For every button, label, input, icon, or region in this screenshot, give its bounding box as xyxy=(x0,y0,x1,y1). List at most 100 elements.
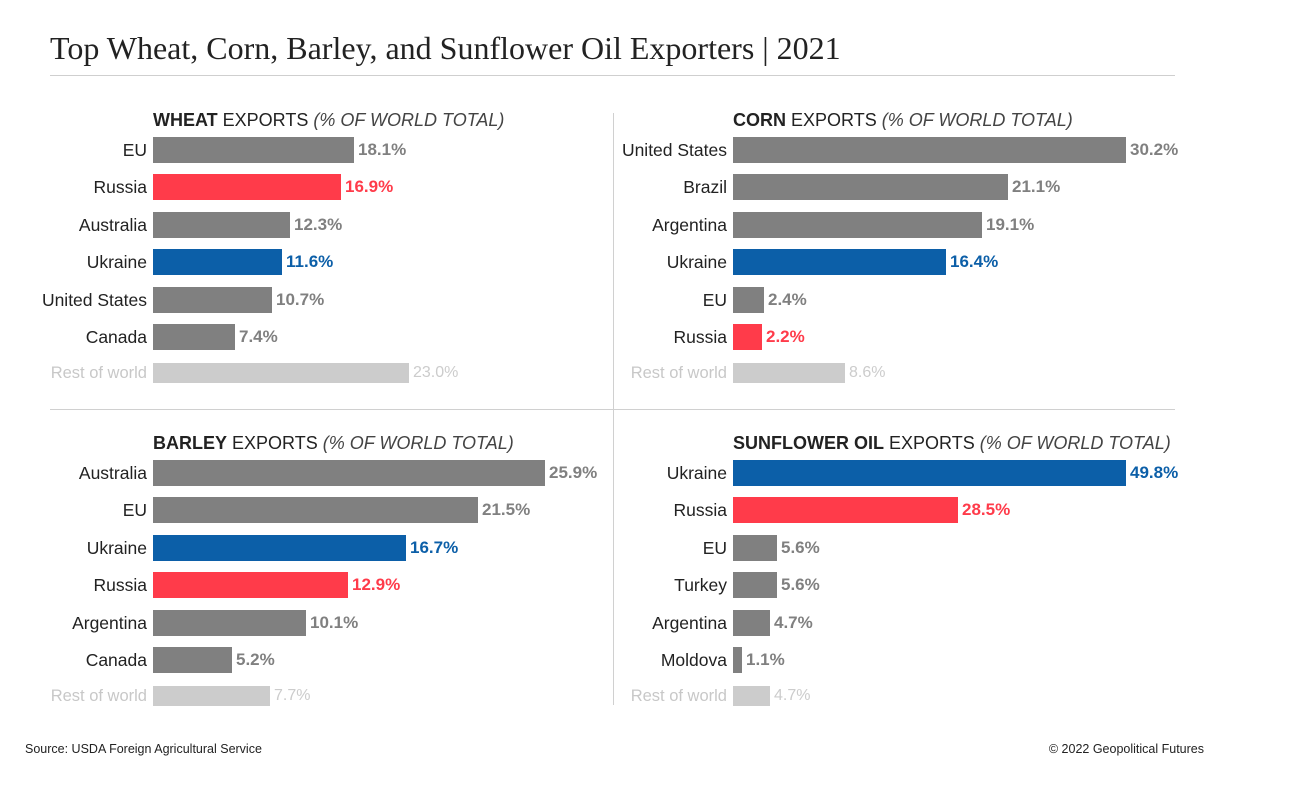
bar xyxy=(153,363,409,383)
chart-title-text: EXPORTS xyxy=(217,110,314,130)
bar-row: Russia 28.5% xyxy=(580,497,1140,523)
data-label: 21.1% xyxy=(1012,177,1061,196)
bar xyxy=(153,137,354,163)
bar xyxy=(153,249,282,275)
chart-title-text: EXPORTS xyxy=(884,433,980,453)
data-label: 5.6% xyxy=(781,538,820,557)
bar xyxy=(733,535,777,561)
sunflower-oil-exports-chart: SUNFLOWER OIL EXPORTS (% OF WORLD TOTAL)… xyxy=(580,433,1178,723)
bar-row: Argentina 4.7% xyxy=(580,610,1140,636)
bar-row: EU 18.1% xyxy=(0,137,560,163)
bar-row: Ukraine 16.4% xyxy=(580,249,1140,275)
bar-row: Rest of world 8.6% xyxy=(580,362,1140,388)
category-label: Rest of world xyxy=(630,687,727,705)
category-label: Ukraine xyxy=(86,252,147,272)
category-label: United States xyxy=(621,140,727,160)
panel-divider-horizontal xyxy=(50,409,1175,410)
bar-row: Argentina 19.1% xyxy=(580,212,1140,238)
bar xyxy=(733,363,845,383)
chart-title: BARLEY EXPORTS (% OF WORLD TOTAL) xyxy=(153,433,514,454)
category-label: Rest of world xyxy=(50,364,147,382)
category-label: Turkey xyxy=(674,575,727,595)
category-label: Russia xyxy=(93,575,148,595)
category-label: Russia xyxy=(673,500,728,520)
bar-row: Moldova 1.1% xyxy=(580,647,1140,673)
category-label: Russia xyxy=(93,177,148,197)
data-label: 16.9% xyxy=(345,177,394,196)
bar xyxy=(153,324,235,350)
corn-exports-chart: CORN EXPORTS (% OF WORLD TOTAL) United St… xyxy=(580,110,1178,400)
chart-title: WHEAT EXPORTS (% OF WORLD TOTAL) xyxy=(153,110,504,131)
bar-row: Russia 16.9% xyxy=(0,174,560,200)
data-label: 1.1% xyxy=(746,650,785,669)
bar xyxy=(153,287,272,313)
category-label: Argentina xyxy=(652,613,727,633)
bar xyxy=(733,460,1126,486)
category-label: Moldova xyxy=(660,650,727,670)
bar-row: Argentina 10.1% xyxy=(0,610,560,636)
category-label: Canada xyxy=(85,650,147,670)
bar-row: United States 30.2% xyxy=(580,137,1178,163)
bar xyxy=(153,460,545,486)
chart-title-unit: (% OF WORLD TOTAL) xyxy=(313,110,505,130)
bar xyxy=(733,324,762,350)
data-label: 19.1% xyxy=(986,215,1035,234)
bar xyxy=(733,686,770,706)
bar-row: Rest of world 4.7% xyxy=(580,685,1140,711)
bar-row: Rest of world 7.7% xyxy=(0,685,560,711)
barley-exports-chart: BARLEY EXPORTS (% OF WORLD TOTAL) Austral… xyxy=(0,433,597,723)
source-note: Source: USDA Foreign Agricultural Servic… xyxy=(25,742,262,756)
data-label: 28.5% xyxy=(962,500,1011,519)
data-label: 49.8% xyxy=(1130,463,1179,482)
chart-title: SUNFLOWER OIL EXPORTS (% OF WORLD TOTAL) xyxy=(733,433,1171,454)
chart-title-unit: (% OF WORLD TOTAL) xyxy=(322,433,514,453)
data-label: 16.4% xyxy=(950,252,999,271)
data-label: 4.7% xyxy=(774,613,813,632)
wheat-exports-chart: WHEAT EXPORTS (% OF WORLD TOTAL) EU 18.1% R… xyxy=(0,110,560,400)
data-label: 21.5% xyxy=(482,500,531,519)
bar xyxy=(733,174,1008,200)
bar-row: Ukraine 49.8% xyxy=(580,460,1178,486)
copyright-note: © 2022 Geopolitical Futures xyxy=(1048,742,1204,756)
bar xyxy=(733,137,1126,163)
category-label: Rest of world xyxy=(630,364,727,382)
bar xyxy=(153,174,341,200)
category-label: Russia xyxy=(673,327,728,347)
bar xyxy=(733,610,770,636)
bar-row: Australia 12.3% xyxy=(0,212,560,238)
data-label: 25.9% xyxy=(549,463,598,482)
chart-title-text: EXPORTS xyxy=(786,110,882,130)
bar xyxy=(153,535,406,561)
bar-row: EU 5.6% xyxy=(580,535,1140,561)
data-label: 4.7% xyxy=(774,687,811,704)
data-label: 30.2% xyxy=(1130,140,1179,159)
data-label: 7.7% xyxy=(274,687,311,704)
category-label: EU xyxy=(122,140,147,160)
category-label: EU xyxy=(702,538,727,558)
category-label: Brazil xyxy=(683,177,727,197)
chart-title-text: EXPORTS xyxy=(227,433,323,453)
bar xyxy=(733,249,946,275)
category-label: EU xyxy=(702,290,727,310)
page-title: Top Wheat, Corn, Barley, and Sunflower O… xyxy=(50,30,841,66)
bar-row: Russia 2.2% xyxy=(580,324,1140,350)
data-label: 8.6% xyxy=(849,364,886,381)
bar xyxy=(733,647,742,673)
bar xyxy=(153,686,270,706)
category-label: Australia xyxy=(78,215,147,235)
bar-row: Turkey 5.6% xyxy=(580,572,1140,598)
bar-row: Rest of world 23.0% xyxy=(0,362,560,388)
bar xyxy=(153,647,232,673)
chart-title-crop: CORN xyxy=(733,110,786,130)
category-label: Argentina xyxy=(72,613,147,633)
data-label: 2.4% xyxy=(768,290,807,309)
category-label: Rest of world xyxy=(50,687,147,705)
chart-title: CORN EXPORTS (% OF WORLD TOTAL) xyxy=(733,110,1073,131)
data-label: 12.3% xyxy=(294,215,343,234)
data-label: 11.6% xyxy=(286,252,334,271)
bar xyxy=(733,497,958,523)
category-label: Ukraine xyxy=(666,463,727,483)
data-label: 12.9% xyxy=(352,575,401,594)
data-label: 7.4% xyxy=(239,327,278,346)
bar-row: EU 2.4% xyxy=(580,287,1140,313)
